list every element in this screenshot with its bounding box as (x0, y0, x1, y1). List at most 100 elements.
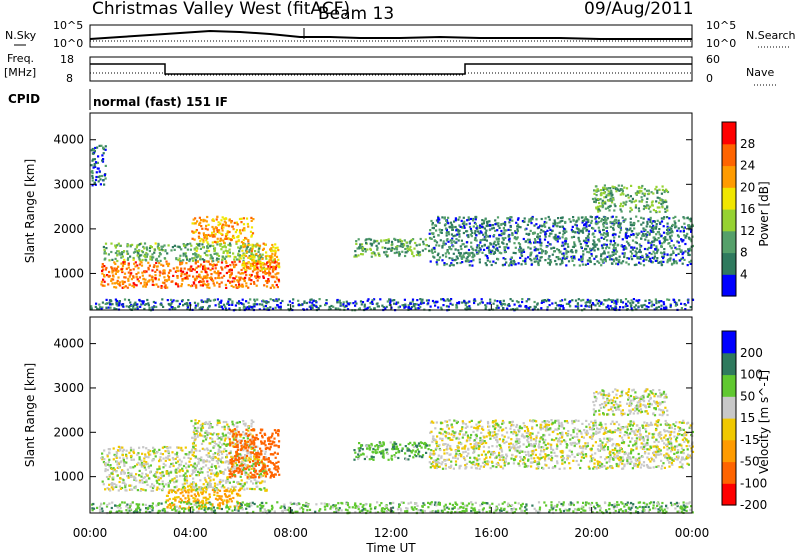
data-cell (640, 223, 643, 226)
data-cell (590, 216, 593, 219)
data-cell (614, 305, 617, 308)
data-cell (364, 250, 367, 253)
data-cell (608, 205, 612, 208)
data-cell (471, 247, 474, 250)
data-cell (660, 304, 663, 307)
data-cell (138, 481, 141, 484)
data-cell (596, 302, 599, 305)
data-cell (146, 483, 149, 486)
data-cell (235, 221, 238, 224)
data-cell (503, 222, 507, 225)
data-cell (537, 263, 540, 267)
data-cell (220, 299, 223, 302)
data-cell (500, 229, 503, 233)
data-cell (200, 434, 203, 437)
data-cell (163, 282, 166, 285)
data-cell (151, 269, 154, 272)
data-cell (649, 241, 652, 245)
data-cell (239, 257, 242, 260)
data-cell (215, 218, 218, 221)
data-cell (188, 258, 192, 261)
data-cell (144, 453, 147, 456)
data-cell (519, 247, 523, 250)
data-cell (199, 258, 202, 261)
data-cell (539, 231, 542, 234)
data-cell (654, 237, 657, 241)
data-cell (181, 279, 184, 282)
data-cell (497, 240, 500, 243)
data-cell (203, 236, 206, 239)
data-cell (123, 298, 127, 301)
data-cell (126, 468, 129, 471)
data-cell (591, 226, 594, 230)
data-cell (192, 486, 195, 489)
data-cell (155, 283, 158, 286)
data-cell (268, 267, 271, 270)
data-cell (355, 302, 358, 305)
data-cell (405, 241, 408, 244)
data-cell (213, 482, 217, 485)
data-cell (229, 264, 232, 267)
data-cell (485, 229, 488, 232)
data-cell (540, 217, 543, 221)
data-cell (607, 206, 610, 210)
data-cell (561, 216, 564, 219)
data-cell (205, 436, 208, 439)
data-cell (251, 243, 254, 246)
data-cell (465, 230, 468, 233)
data-cell (97, 167, 100, 170)
data-cell (612, 258, 615, 261)
data-cell (435, 219, 439, 222)
data-cell (686, 299, 689, 302)
data-cell (187, 456, 190, 459)
data-cell (568, 218, 571, 221)
data-cell (202, 459, 206, 462)
data-cell (656, 257, 659, 260)
data-cell (636, 299, 639, 302)
data-cell (493, 251, 496, 254)
data-cell (553, 246, 556, 249)
data-cell (101, 452, 104, 455)
data-cell (641, 192, 644, 195)
data-cell (620, 261, 623, 264)
data-cell (233, 258, 236, 261)
data-cell (572, 245, 575, 249)
data-cell (128, 472, 131, 476)
data-cell (605, 196, 608, 199)
data-cell (489, 224, 492, 227)
data-cell (584, 216, 587, 219)
data-cell (571, 225, 574, 228)
data-cell (198, 420, 201, 423)
data-cell (253, 300, 257, 303)
data-cell (213, 230, 216, 233)
data-cell (158, 487, 161, 491)
data-cell (437, 215, 440, 218)
data-cell (125, 457, 129, 460)
data-cell (360, 243, 364, 246)
data-cell (537, 261, 540, 264)
data-cell (662, 225, 665, 228)
data-cell (658, 228, 661, 231)
data-cell (528, 232, 531, 235)
data-cell (287, 308, 290, 311)
data-cell (214, 456, 217, 459)
data-cell (235, 426, 238, 429)
data-cell (343, 305, 346, 308)
data-cell (236, 481, 239, 484)
data-cell (680, 250, 683, 253)
data-cell (208, 481, 211, 484)
data-cell (619, 225, 622, 228)
data-cell (177, 446, 180, 449)
data-cell (148, 246, 152, 250)
data-cell (688, 253, 691, 257)
data-cell (119, 446, 122, 449)
data-cell (267, 260, 270, 263)
data-cell (138, 257, 141, 260)
data-cell (604, 258, 607, 261)
data-cell (403, 298, 406, 301)
data-cell (193, 231, 196, 234)
data-cell (143, 254, 146, 257)
data-cell (132, 458, 135, 461)
data-cell (247, 459, 250, 462)
data-cell (558, 307, 561, 310)
